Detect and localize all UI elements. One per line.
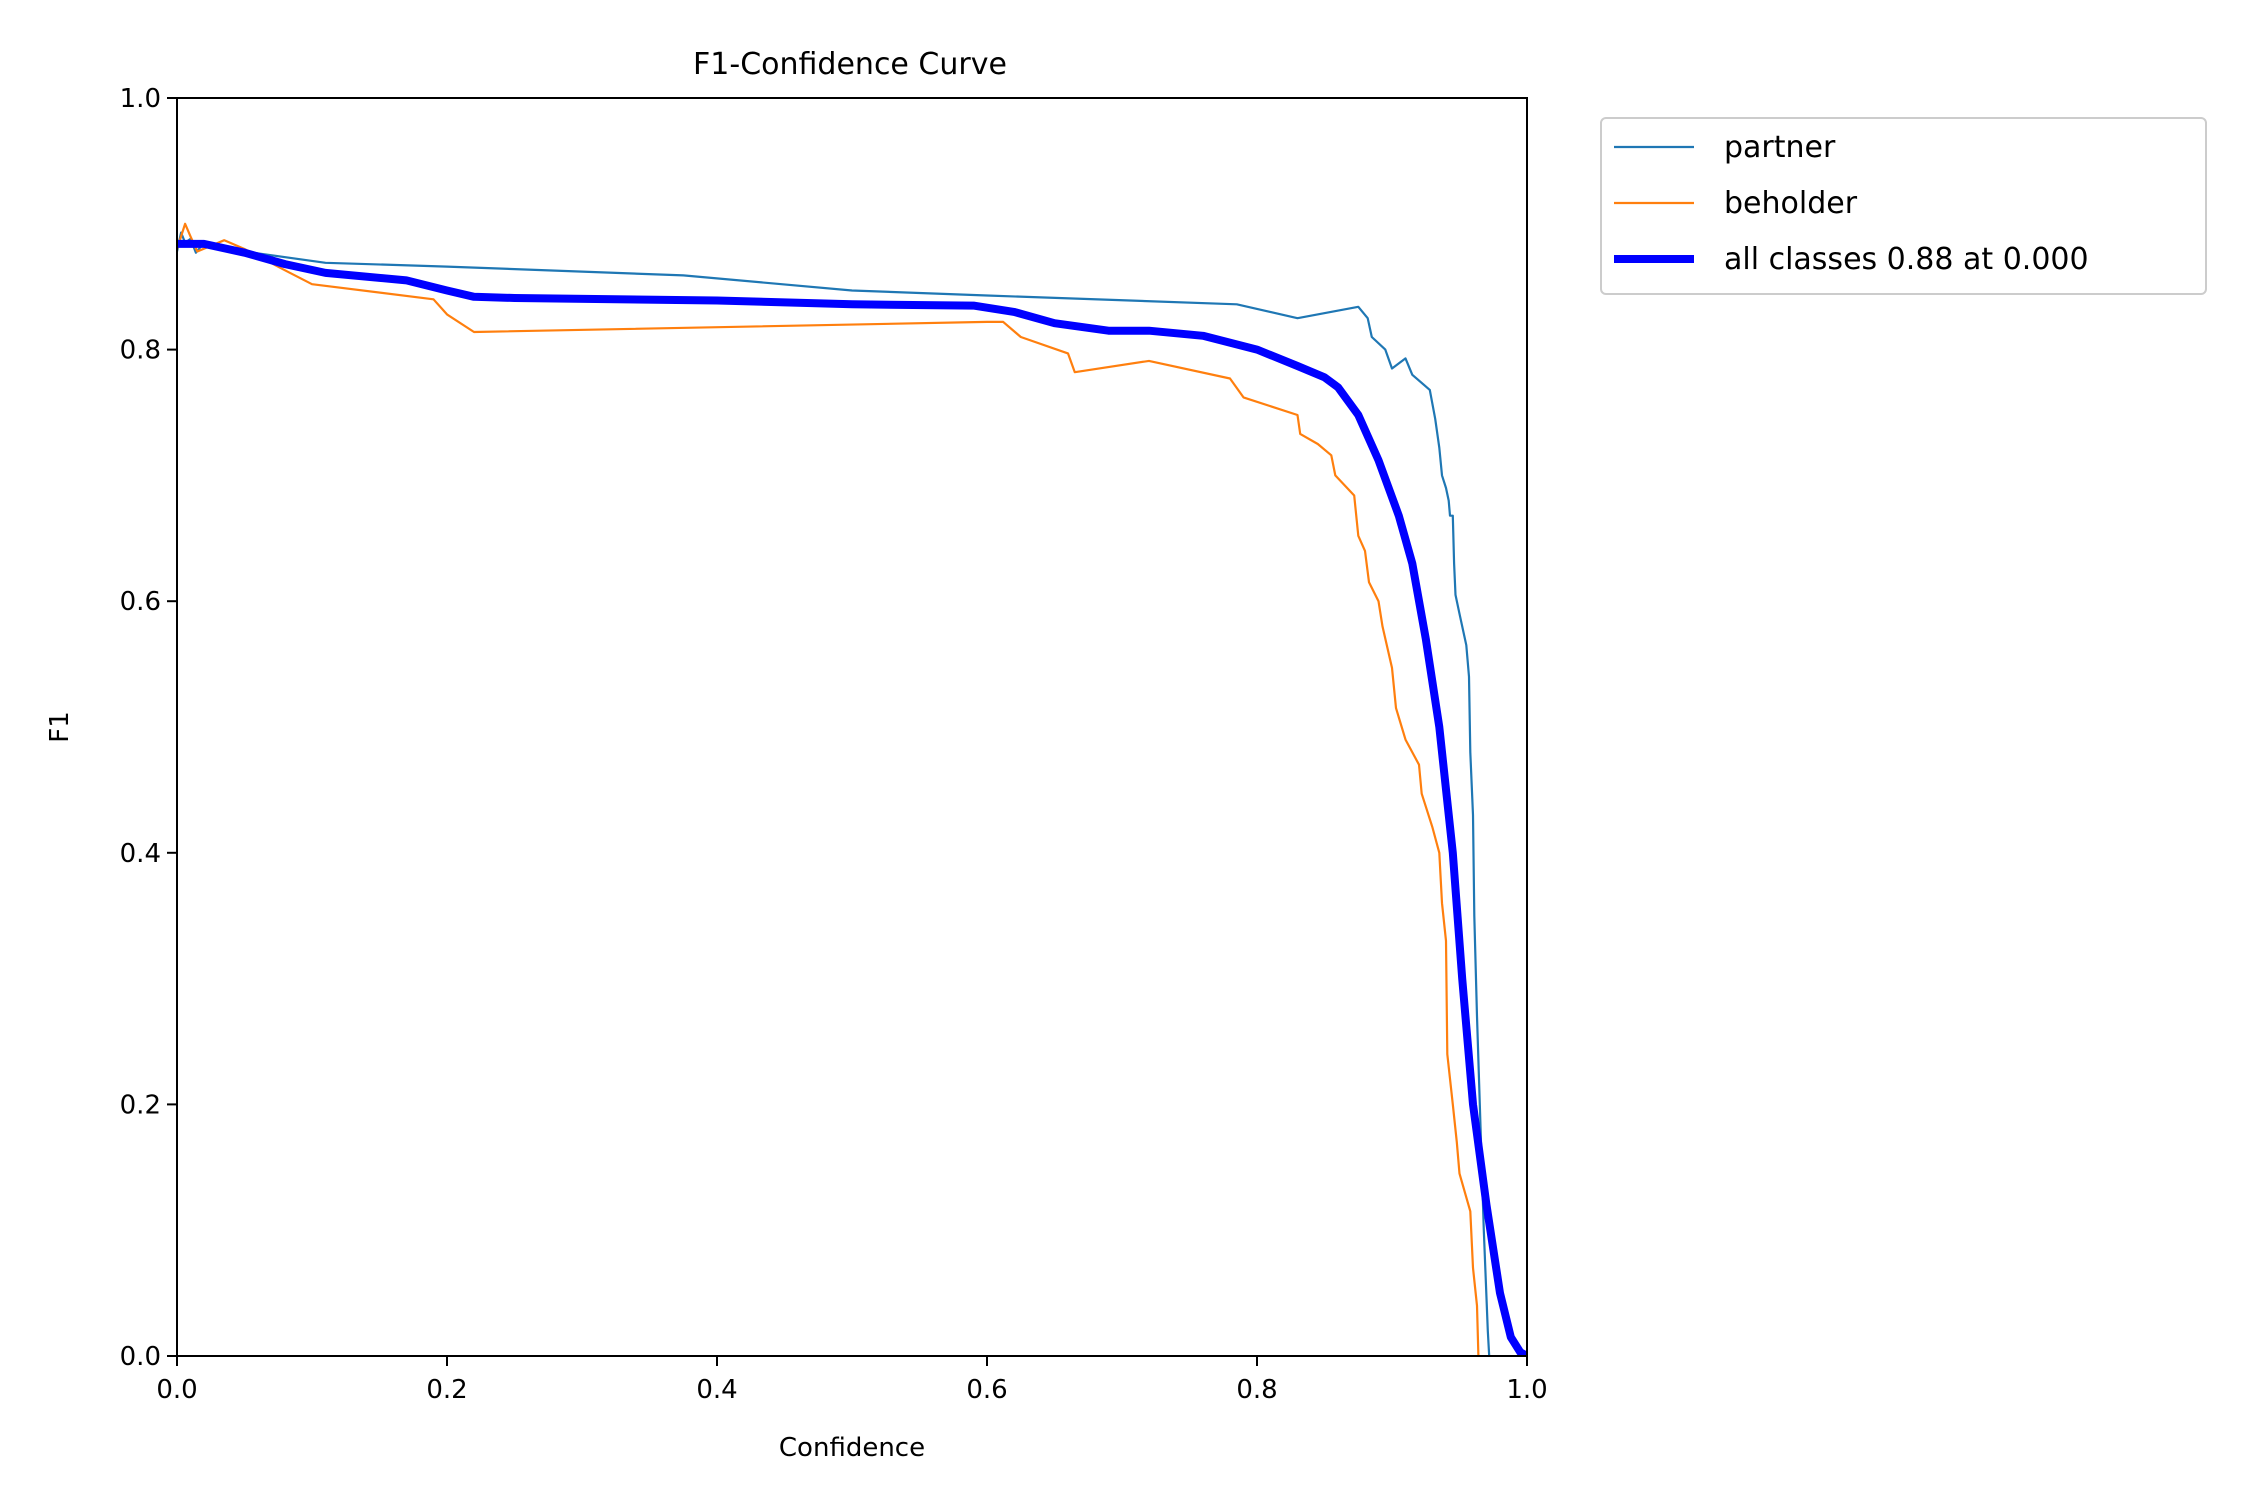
y-tick-label: 0.6 <box>120 587 161 617</box>
y-tick-label: 0.0 <box>120 1342 161 1372</box>
legend-label: partner <box>1724 130 1836 165</box>
x-tick-label: 0.6 <box>966 1375 1007 1405</box>
legend-label: all classes 0.88 at 0.000 <box>1724 242 2089 277</box>
x-tick-label: 0.8 <box>1236 1375 1277 1405</box>
y-tick-label: 0.8 <box>120 336 161 366</box>
x-tick-label: 0.4 <box>696 1375 737 1405</box>
legend-box <box>1600 117 2207 295</box>
series-line-all <box>177 239 1527 1356</box>
plot-area-frame <box>176 97 1528 1357</box>
y-tick-label: 1.0 <box>120 84 161 114</box>
x-tick-label: 1.0 <box>1506 1375 1547 1405</box>
y-tick-label: 0.2 <box>120 1090 161 1120</box>
x-tick-label: 0.2 <box>426 1375 467 1405</box>
series-line-beholder <box>177 222 1480 1356</box>
x-axis-label: Confidence <box>779 1433 925 1463</box>
y-axis-label: F1 <box>45 711 75 743</box>
legend-label: beholder <box>1724 186 1858 221</box>
x-tick-label: 0.0 <box>156 1375 197 1405</box>
y-tick-label: 0.4 <box>120 839 161 869</box>
legend: partner beholder all classes 0.88 at 0.000 <box>1600 117 2207 295</box>
chart-title: F1-Confidence Curve <box>693 47 1007 82</box>
series-line-partner <box>177 231 1491 1356</box>
